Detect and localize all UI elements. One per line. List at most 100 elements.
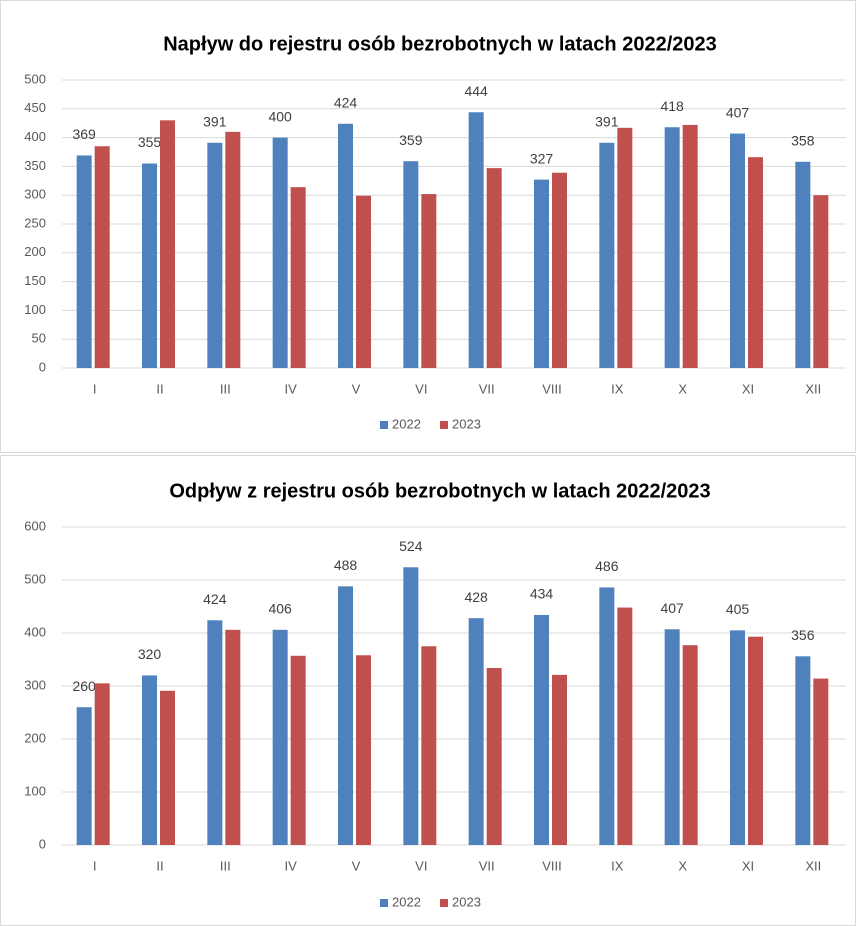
bar: [552, 172, 567, 368]
bar: [142, 675, 157, 845]
bar: [486, 168, 502, 368]
data-label: 400: [268, 108, 292, 124]
bar: [272, 137, 288, 368]
bar: [468, 618, 484, 845]
data-label: 424: [334, 94, 358, 110]
data-label: 359: [399, 132, 423, 148]
x-tick-label: IV: [285, 858, 298, 873]
x-tick-label: III: [220, 858, 231, 873]
data-label: 407: [660, 600, 684, 616]
bar: [617, 607, 633, 845]
bar: [552, 674, 567, 845]
bar: [664, 629, 680, 845]
y-tick-label: 400: [24, 129, 46, 144]
data-label: 444: [464, 83, 488, 99]
bar: [94, 146, 110, 368]
x-tick-label: VII: [479, 858, 495, 873]
data-label: 418: [660, 98, 684, 114]
bar: [599, 587, 615, 845]
y-tick-label: 300: [24, 677, 46, 692]
chart-title: Napływ do rejestru osób bezrobotnych w l…: [163, 33, 717, 55]
x-tick-label: VI: [415, 381, 427, 396]
legend-label: 2023: [452, 894, 481, 909]
bar: [338, 123, 353, 368]
bar: [813, 678, 829, 845]
x-tick-label: VIII: [542, 381, 562, 396]
data-label: 434: [530, 586, 554, 602]
x-tick-label: VI: [415, 858, 427, 873]
bar: [748, 636, 763, 845]
bar: [795, 161, 811, 368]
data-label: 407: [726, 104, 750, 120]
x-tick-label: VIII: [542, 858, 562, 873]
x-tick-label: IV: [285, 381, 298, 396]
legend-swatch: [380, 899, 388, 907]
data-label: 369: [72, 126, 96, 142]
y-tick-label: 450: [24, 100, 46, 115]
bar: [290, 187, 306, 368]
y-tick-label: 300: [24, 187, 46, 202]
legend-swatch: [380, 421, 388, 429]
data-label: 524: [399, 538, 423, 554]
bar: [207, 142, 223, 368]
bar: [795, 656, 811, 845]
y-tick-label: 0: [39, 359, 46, 374]
data-label: 260: [72, 678, 96, 694]
bar: [290, 655, 306, 845]
bar: [338, 586, 353, 845]
data-label: 428: [464, 589, 488, 605]
x-tick-label: I: [93, 858, 97, 873]
y-tick-label: 50: [32, 331, 46, 346]
data-label: 327: [530, 150, 554, 166]
x-tick-label: V: [352, 858, 361, 873]
y-tick-label: 100: [24, 783, 46, 798]
x-tick-label: XI: [742, 858, 754, 873]
legend-label: 2023: [452, 416, 481, 431]
data-label: 320: [138, 646, 162, 662]
y-tick-label: 100: [24, 302, 46, 317]
data-label: 488: [334, 557, 358, 573]
legend-label: 2022: [392, 894, 421, 909]
bar: [403, 567, 419, 845]
bar: [421, 646, 437, 845]
x-tick-label: X: [678, 858, 687, 873]
legend-swatch: [440, 899, 448, 907]
x-tick-label: X: [678, 381, 687, 396]
bar: [468, 112, 484, 368]
x-tick-label: III: [220, 381, 231, 396]
y-tick-label: 600: [24, 518, 46, 533]
bar: [486, 667, 502, 845]
bar: [682, 124, 698, 368]
legend-swatch: [440, 421, 448, 429]
bar: [730, 133, 745, 368]
data-label: 391: [595, 113, 619, 129]
bar: [76, 707, 92, 845]
y-tick-label: 500: [24, 71, 46, 86]
bar: [272, 629, 288, 845]
data-label: 358: [791, 132, 815, 148]
bar: [160, 690, 175, 845]
x-tick-label: V: [352, 381, 361, 396]
bar: [403, 161, 419, 368]
bar: [94, 683, 110, 845]
y-tick-label: 0: [39, 836, 46, 851]
x-tick-label: II: [156, 858, 163, 873]
x-tick-label: II: [156, 381, 163, 396]
bar: [225, 629, 241, 845]
chart-title: Odpływ z rejestru osób bezrobotnych w la…: [169, 480, 710, 502]
legend-label: 2022: [392, 416, 421, 431]
data-label: 356: [791, 627, 815, 643]
y-tick-label: 250: [24, 215, 46, 230]
x-tick-label: I: [93, 381, 97, 396]
bar: [142, 163, 157, 368]
x-tick-label: IX: [611, 858, 624, 873]
bar: [207, 620, 223, 845]
data-label: 406: [268, 601, 292, 617]
y-tick-label: 400: [24, 624, 46, 639]
data-label: 486: [595, 558, 619, 574]
bar: [160, 120, 175, 368]
bar: [748, 157, 763, 368]
y-tick-label: 150: [24, 273, 46, 288]
data-label: 355: [138, 134, 162, 150]
